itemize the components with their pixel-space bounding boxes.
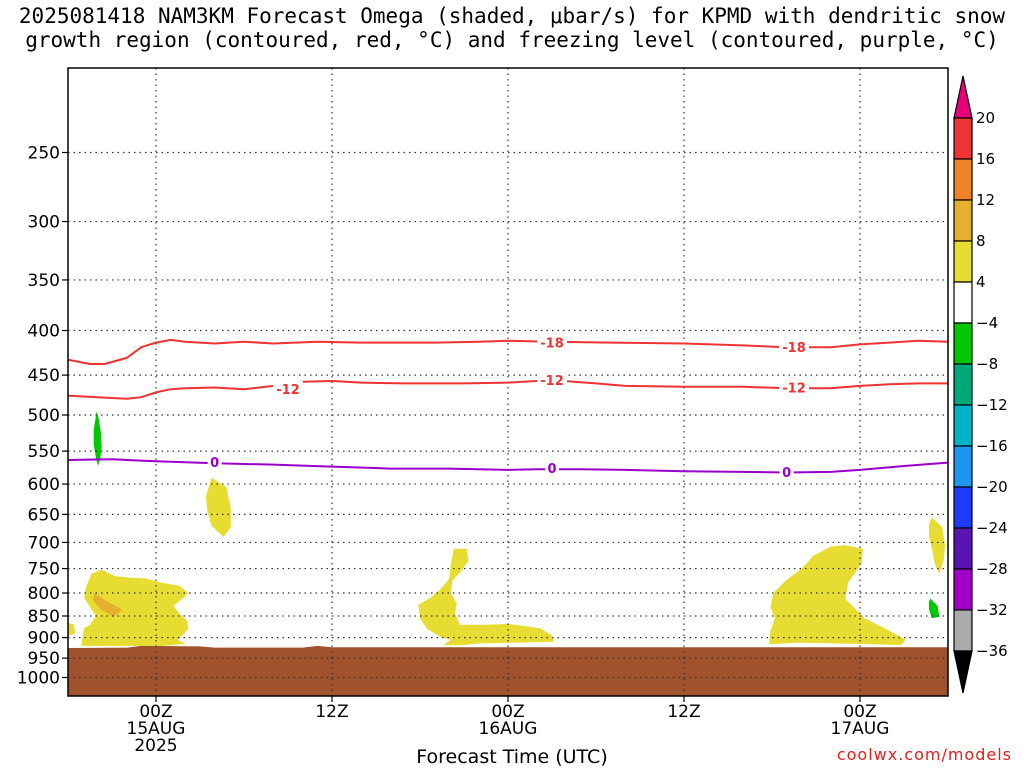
y-tick-label: 250	[28, 144, 60, 164]
y-tick-label: 600	[28, 475, 60, 495]
colorbar-level-label: −20	[976, 478, 1008, 496]
y-tick-label: 850	[28, 607, 60, 627]
colorbar-level-label: −8	[976, 355, 998, 373]
colorbar-swatch	[953, 199, 973, 242]
colorbar-swatch	[953, 158, 973, 201]
colorbar-top-arrow	[953, 75, 973, 119]
colorbar-level-label: 20	[976, 109, 995, 127]
y-tick-label: 800	[28, 584, 60, 604]
contour-line	[68, 379, 948, 400]
chart-title: 2025081418 NAM3KM Forecast Omega (shaded…	[0, 4, 1024, 52]
ground	[68, 645, 948, 696]
omega-pos-4-8-a2	[68, 622, 76, 636]
omega-pos-4-8-c	[418, 548, 554, 646]
title-line-2: growth region (contoured, red, °C) and f…	[25, 28, 999, 52]
site-credit[interactable]: coolwx.com/models	[836, 745, 1012, 764]
contour-label-bg	[779, 463, 794, 480]
x-tick-label: 2025	[134, 736, 177, 756]
y-tick-label: 650	[28, 505, 60, 525]
gridlines-layer	[68, 68, 948, 696]
contour-label: -12	[540, 374, 564, 389]
title-line-1: 2025081418 NAM3KM Forecast Omega (shaded…	[18, 4, 1006, 28]
colorbar-level-label: −4	[976, 314, 998, 332]
contour-label: -12	[276, 383, 300, 398]
colorbar-swatch	[953, 527, 973, 570]
y-tick-label: 500	[28, 406, 60, 426]
colorbar-swatch	[953, 117, 973, 160]
colorbar-swatch	[953, 568, 973, 611]
y-axis-ticks: 2503003504004505005506006507007508008509…	[17, 144, 68, 689]
contour-label-bg	[207, 453, 222, 470]
y-tick-label: 350	[28, 271, 60, 291]
x-tick-label: 15AUG	[127, 719, 186, 739]
x-tick-label: 12Z	[667, 702, 700, 722]
colorbar-level-label: −16	[976, 437, 1008, 455]
colorbar-swatch	[953, 445, 973, 488]
contour-label: 0	[210, 456, 219, 471]
colorbar-swatch	[953, 240, 973, 283]
y-tick-label: 700	[28, 533, 60, 553]
contour-label-bg	[779, 379, 809, 396]
contour-label: -18	[782, 341, 806, 356]
colorbar-level-label: −32	[976, 601, 1008, 619]
y-tick-label: 750	[28, 560, 60, 580]
y-tick-label: 450	[28, 366, 60, 386]
y-tick-label: 400	[28, 322, 60, 342]
y-tick-label: 300	[28, 213, 60, 233]
omega-neg-4-8-b	[928, 598, 940, 619]
x-tick-label: 17AUG	[831, 719, 890, 739]
omega-pos-8-12	[92, 593, 123, 617]
contour-label-bg	[537, 372, 567, 389]
x-tick-label: 00Z	[843, 702, 876, 722]
contour-label-bg	[537, 334, 567, 351]
contour-line	[68, 458, 948, 474]
colorbar-bottom-arrow	[953, 650, 973, 694]
colorbar-level-label: 8	[976, 232, 986, 250]
y-tick-label: 1000	[17, 669, 60, 689]
contour-label-bg	[779, 339, 809, 356]
contour-label: 0	[782, 466, 791, 481]
contour-layer: -18 -18 -12 -12 -12 0 0 0	[68, 334, 948, 481]
colorbar-level-label: 4	[976, 273, 986, 291]
colorbar-level-label: 12	[976, 191, 995, 209]
y-tick-label: 900	[28, 629, 60, 649]
colorbar-swatch	[953, 322, 973, 365]
contour-label: 0	[547, 462, 556, 477]
contour-label-bg	[273, 381, 303, 398]
colorbar-swatch	[953, 281, 973, 324]
colorbar-swatch	[953, 486, 973, 529]
colorbar-level-label: 16	[976, 150, 995, 168]
x-tick-label: 12Z	[315, 702, 348, 722]
omega-neg-4-8-a	[93, 411, 102, 466]
omega-pos-4-8-b	[205, 477, 231, 537]
colorbar-swatch	[953, 609, 973, 652]
contour-label: -18	[540, 337, 564, 352]
x-tick-label: 00Z	[139, 702, 172, 722]
colorbar-level-label: −12	[976, 396, 1008, 414]
omega-pos-4-8-a	[81, 569, 189, 646]
omega-pos-4-8-d	[769, 545, 906, 646]
colorbar: 20 16 12 8 4 −4 −8 −12 −16 −20 −24 −28 −32 −36	[953, 75, 1008, 694]
x-axis-label: Forecast Time (UTC)	[416, 746, 608, 768]
colorbar-level-label: −24	[976, 519, 1008, 537]
y-tick-label: 950	[28, 649, 60, 669]
contour-label: -12	[782, 382, 806, 397]
contour-label-bg	[545, 459, 559, 476]
colorbar-swatch	[953, 363, 973, 406]
x-tick-label: 16AUG	[479, 719, 538, 739]
x-tick-label: 00Z	[491, 702, 524, 722]
contour-line	[68, 338, 948, 365]
colorbar-level-label: −36	[976, 642, 1008, 660]
y-tick-label: 550	[28, 442, 60, 462]
colorbar-level-label: −28	[976, 560, 1008, 578]
omega-pos-4-8-e	[928, 517, 946, 574]
colorbar-swatch	[953, 404, 973, 447]
